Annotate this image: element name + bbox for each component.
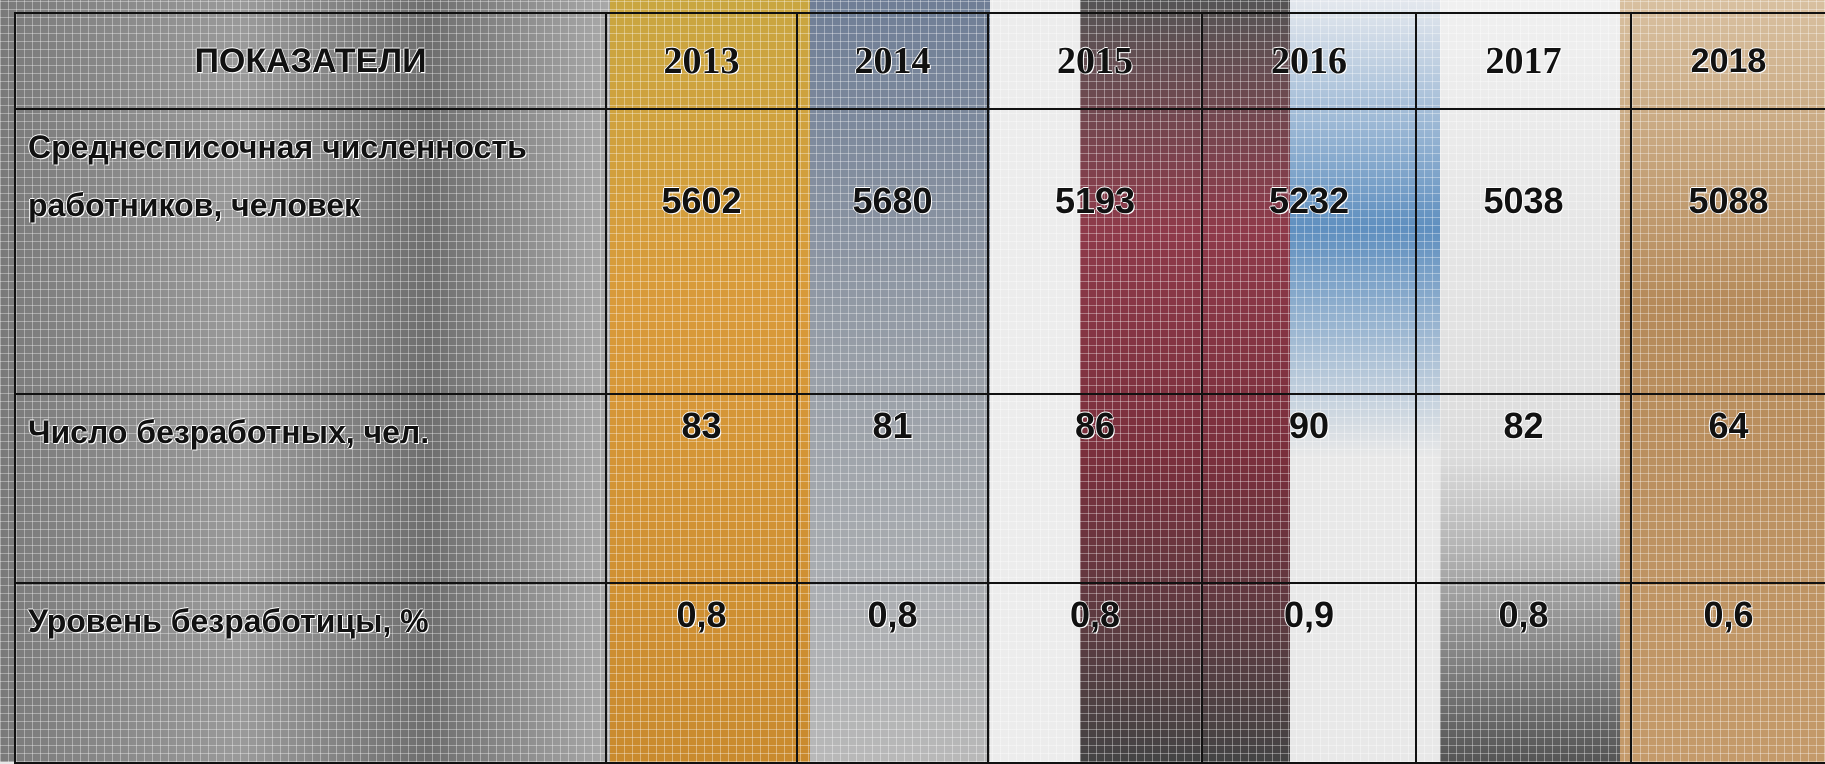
header-cell: 2014 xyxy=(796,12,989,110)
cell: 0,8 xyxy=(987,582,1203,764)
table-row: Число безработных, чел. 83 81 86 90 82 6… xyxy=(14,393,1825,584)
cell: 82 xyxy=(1415,393,1632,584)
data-table: ПОКАЗАТЕЛИ 2013 2014 2015 2016 2017 2018… xyxy=(14,12,1825,764)
cell: 5602 xyxy=(605,108,798,395)
cell: 81 xyxy=(796,393,989,584)
header-cell: 2017 xyxy=(1415,12,1632,110)
cell: 90 xyxy=(1201,393,1417,584)
cell: 0,8 xyxy=(796,582,989,764)
cell: 5680 xyxy=(796,108,989,395)
row-label: Среднесписочная численность работников, … xyxy=(14,108,607,395)
header-cell: ПОКАЗАТЕЛИ xyxy=(14,12,607,110)
table-row: Уровень безработицы, % 0,8 0,8 0,8 0,9 0… xyxy=(14,582,1825,764)
header-cell: 2013 xyxy=(605,12,798,110)
table-row: Среднесписочная численность работников, … xyxy=(14,108,1825,395)
cell: 64 xyxy=(1630,393,1825,584)
cell: 0,8 xyxy=(605,582,798,764)
header-cell: 2016 xyxy=(1201,12,1417,110)
row-label: Уровень безработицы, % xyxy=(14,582,607,764)
cell: 83 xyxy=(605,393,798,584)
cell: 5232 xyxy=(1201,108,1417,395)
cell: 0,8 xyxy=(1415,582,1632,764)
header-cell: 2015 xyxy=(987,12,1203,110)
cell: 5088 xyxy=(1630,108,1825,395)
cell: 5038 xyxy=(1415,108,1632,395)
cell: 5193 xyxy=(987,108,1203,395)
cell: 0,9 xyxy=(1201,582,1417,764)
cell: 86 xyxy=(987,393,1203,584)
header-cell: 2018 xyxy=(1630,12,1825,110)
cell: 0,6 xyxy=(1630,582,1825,764)
header-row: ПОКАЗАТЕЛИ 2013 2014 2015 2016 2017 2018 xyxy=(14,12,1825,110)
row-label: Число безработных, чел. xyxy=(14,393,607,584)
